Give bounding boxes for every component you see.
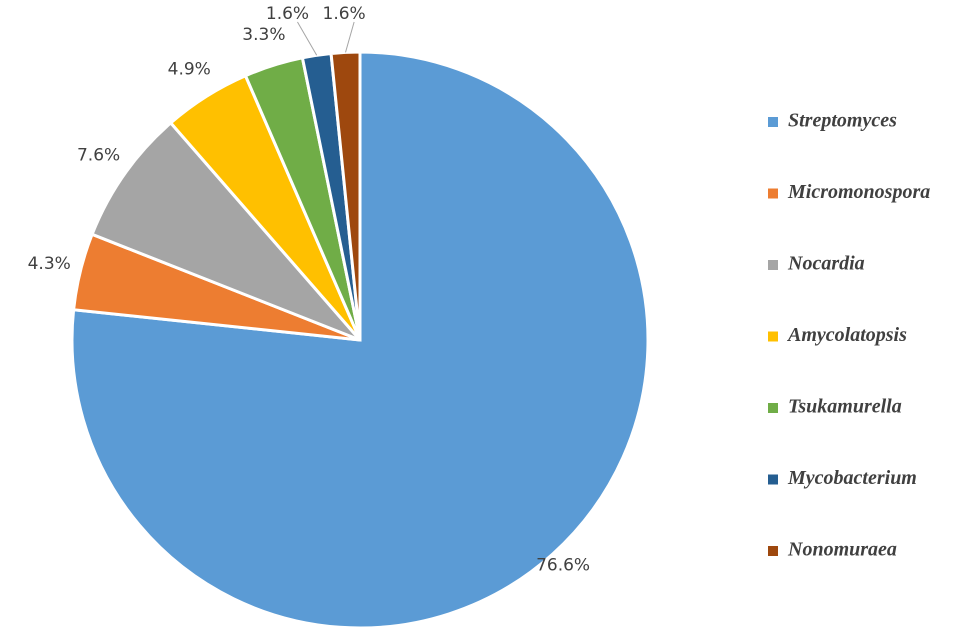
value-label: 3.3% (242, 25, 285, 45)
legend-swatch (768, 117, 778, 127)
legend-label: Nonomuraea (787, 539, 897, 561)
pie-slice (90, 120, 362, 342)
legend-swatch (768, 546, 778, 556)
legend-label: Micromonospora (787, 181, 930, 203)
value-label: 4.9% (168, 59, 211, 79)
legend-swatch (768, 260, 778, 270)
value-label: 76.6% (536, 556, 590, 576)
value-label: 1.6% (323, 4, 366, 24)
value-label: 1.6% (266, 4, 309, 24)
legend-label: Amycolatopsis (786, 324, 907, 346)
legend-swatch (768, 188, 778, 199)
legend-swatch (768, 403, 778, 413)
legend-label: Mycobacterium (787, 467, 917, 489)
legend-swatch (768, 331, 778, 342)
legend-label: Streptomyces (788, 110, 897, 132)
value-label: 4.3% (28, 254, 71, 274)
value-label: 7.6% (77, 145, 120, 165)
leader-line (345, 21, 355, 53)
pie-slice (70, 50, 650, 630)
legend-label: Tsukamurella (788, 396, 902, 418)
legend-swatch (768, 474, 778, 485)
legend-label: Nocardia (787, 253, 865, 275)
leader-line (297, 21, 318, 56)
